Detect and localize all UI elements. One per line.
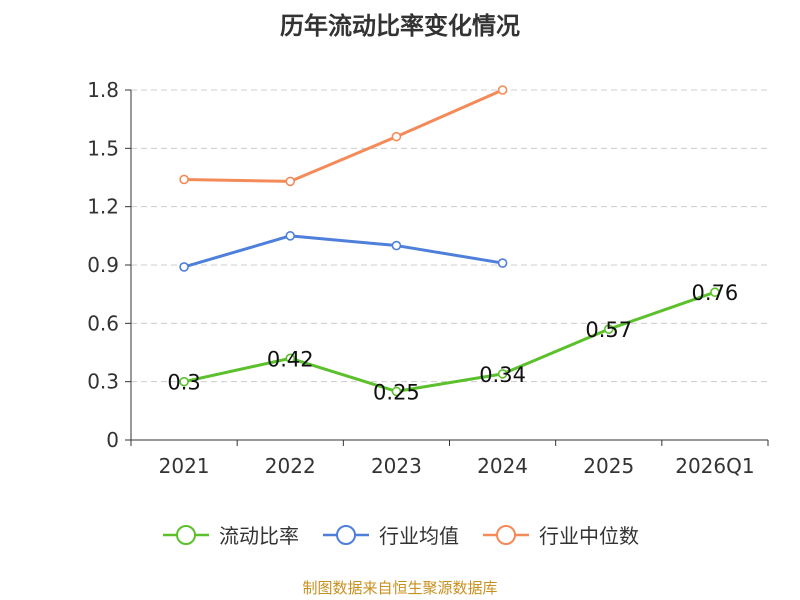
legend-line-marker-icon <box>323 524 369 545</box>
data-label: 0.34 <box>479 363 526 387</box>
axes: 0 0.3 0.6 0.9 1.2 1.5 1.8 2021 2022 2023 2024 2025 2… <box>87 78 769 478</box>
legend-label: 流动比率 <box>219 524 299 548</box>
series-line <box>184 88 504 183</box>
legend-item[interactable]: 流动比率 <box>161 520 299 549</box>
data-label: 0.25 <box>373 380 420 404</box>
legend-line-marker-icon <box>483 524 529 545</box>
legend-label: 行业中位数 <box>539 524 639 548</box>
data-point <box>179 174 189 185</box>
data-label: 0.57 <box>585 318 632 342</box>
data-point <box>710 287 720 298</box>
x-tick-label: 2022 <box>265 454 316 478</box>
data-point <box>391 131 402 142</box>
data-label: 0.3 <box>167 371 200 395</box>
data-point <box>285 353 296 364</box>
y-tick-label: 0.9 <box>87 253 119 277</box>
series-line <box>183 234 503 269</box>
y-tick-label: 0.6 <box>87 311 119 335</box>
legend-item[interactable]: 行业均值 <box>321 520 459 549</box>
x-tick-label: 2021 <box>159 454 210 478</box>
data-point <box>179 376 189 387</box>
x-tick-label: 2025 <box>583 454 634 478</box>
y-tick-label: 0.3 <box>87 370 119 394</box>
grid-lines <box>131 89 768 383</box>
data-point <box>497 85 508 95</box>
y-tick-label: 1.2 <box>87 195 119 219</box>
data-point <box>285 231 296 241</box>
source-note: 制图数据来自恒生聚源数据库 <box>302 579 498 597</box>
y-tick-label: 0 <box>106 428 119 452</box>
series-lines <box>179 85 720 397</box>
data-point <box>285 176 296 187</box>
data-labels: 0.3 0.42 0.25 0.34 0.57 0.76 <box>167 281 738 404</box>
legend-label: 行业均值 <box>379 524 459 548</box>
data-point <box>391 240 402 251</box>
x-tick-label: 2024 <box>477 454 528 478</box>
data-point <box>603 324 614 334</box>
legend: 流动比率 行业均值 行业中位数 <box>0 520 800 549</box>
series-line <box>183 290 716 393</box>
data-point <box>497 369 508 379</box>
y-tick-label: 1.8 <box>87 78 119 102</box>
chart-title: 历年流动比率变化情况 <box>280 12 520 40</box>
x-tick-label: 2023 <box>371 454 422 478</box>
data-point <box>497 258 508 268</box>
legend-item[interactable]: 行业中位数 <box>481 520 639 549</box>
y-tick-label: 1.5 <box>87 136 119 160</box>
data-label: 0.76 <box>692 281 739 305</box>
legend-line-marker-icon <box>163 524 209 545</box>
data-point <box>179 262 189 272</box>
data-point <box>391 386 402 397</box>
x-tick-label: 2026Q1 <box>675 454 754 478</box>
data-label: 0.42 <box>267 347 314 371</box>
